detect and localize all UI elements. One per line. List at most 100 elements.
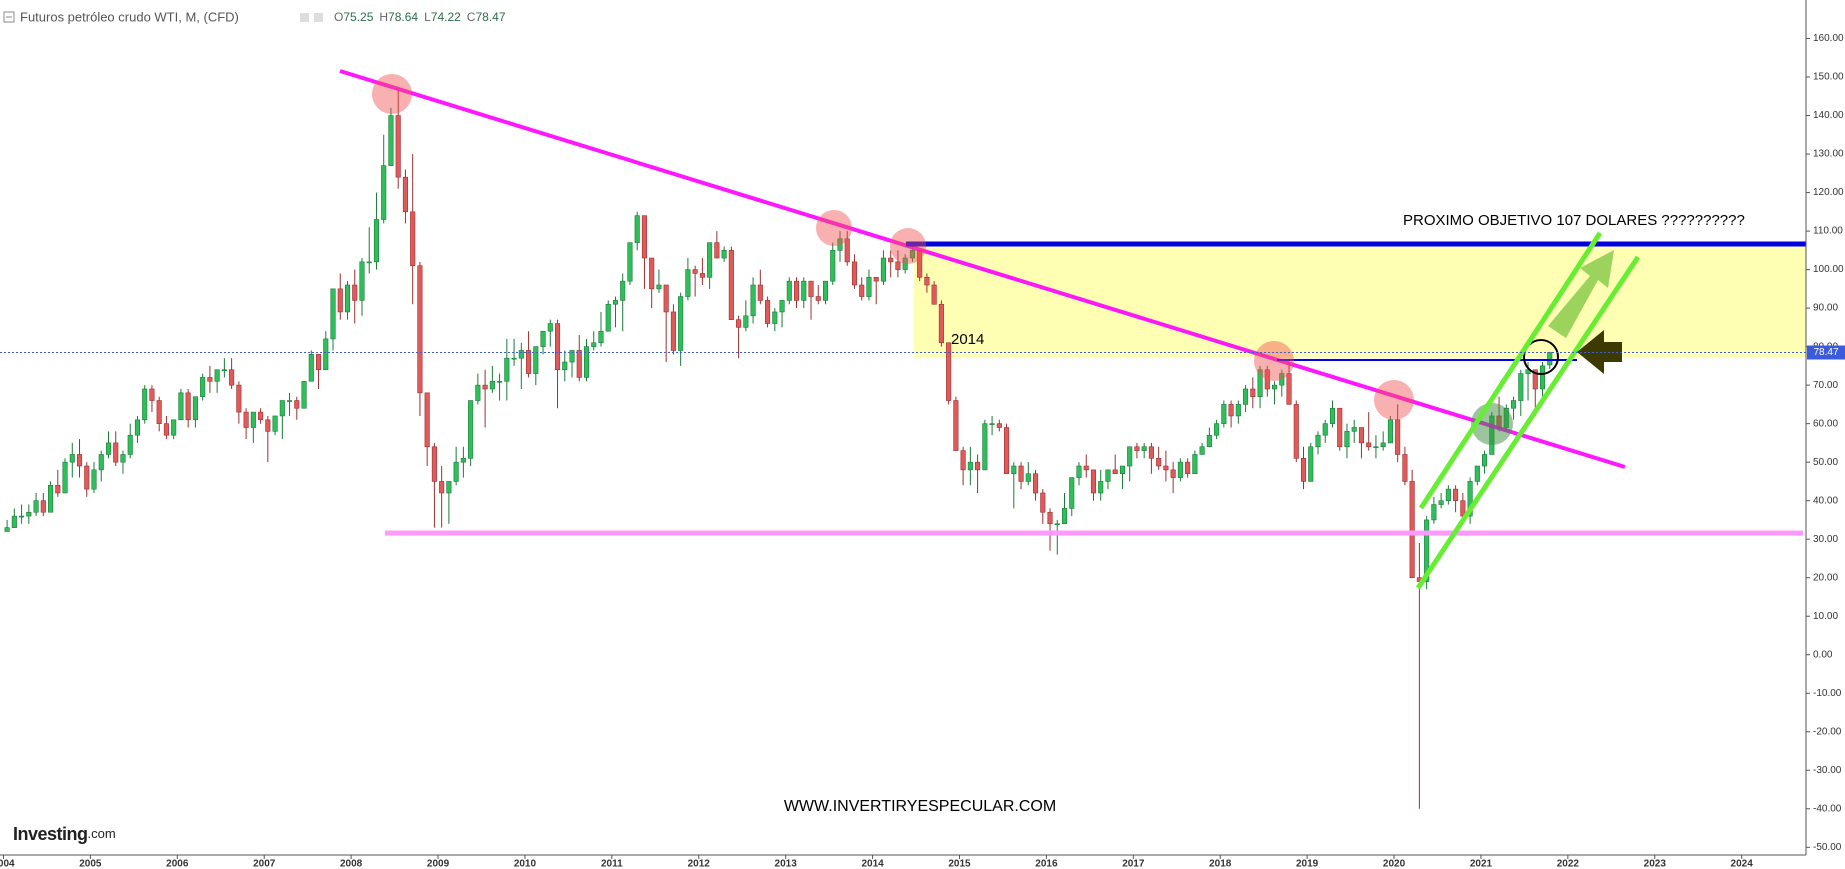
candle-body <box>301 380 307 409</box>
collapse-icon[interactable] <box>3 11 15 23</box>
trend-line <box>339 69 1626 469</box>
candle-body <box>1069 477 1075 509</box>
candle-body <box>1054 523 1060 526</box>
ohlc-value: 74.22 <box>431 10 461 24</box>
candle-body <box>395 115 401 178</box>
candle-body <box>511 357 517 360</box>
candle-body <box>1380 442 1386 448</box>
candle-body <box>439 481 445 494</box>
x-tick-label: 2022 <box>1557 859 1580 869</box>
x-tick-label: 2009 <box>427 859 450 869</box>
icon[interactable] <box>314 13 323 22</box>
candle-body <box>149 388 155 401</box>
candle-body <box>1170 469 1176 478</box>
candle-body <box>569 350 575 363</box>
candle-body <box>634 215 640 243</box>
candle-body <box>468 400 474 459</box>
chart-title: Futuros petróleo crudo WTI, M, (CFD) <box>20 9 239 24</box>
y-tick-label: -10.00 <box>1813 688 1842 699</box>
candle-body <box>866 276 872 297</box>
candle-body <box>779 300 785 313</box>
candle-body <box>598 330 604 344</box>
current-point <box>1523 339 1559 375</box>
candle-body <box>793 280 800 301</box>
y-tick-label: 0.00 <box>1813 649 1833 660</box>
candle-body <box>612 300 619 305</box>
candle-body <box>1090 469 1097 494</box>
candle-body <box>873 276 879 282</box>
candle-body <box>489 380 495 390</box>
candle-body <box>200 377 206 397</box>
candle-body <box>1424 519 1430 582</box>
x-tick-label: 2024 <box>1731 859 1754 869</box>
candle-body <box>1279 373 1285 386</box>
x-tick-label: 2015 <box>948 859 971 869</box>
candle-body <box>120 454 126 463</box>
candle-body <box>1156 458 1162 467</box>
channel-line <box>1418 231 1603 510</box>
x-tick-label: 2006 <box>166 859 189 869</box>
candle-body <box>410 211 416 267</box>
candle-body <box>381 165 387 220</box>
candle-body <box>229 369 235 386</box>
price-tag-label: 78.47 <box>1813 347 1838 358</box>
candle-body <box>902 257 908 270</box>
y-tick-label: -20.00 <box>1813 726 1842 737</box>
candle-body <box>84 465 90 490</box>
candle-body <box>33 500 39 513</box>
x-tick-label: 2018 <box>1209 859 1232 869</box>
y-tick-label: 50.00 <box>1813 457 1838 468</box>
candle-body <box>707 242 713 278</box>
candle-body <box>678 296 684 351</box>
candle-body <box>620 280 626 301</box>
candle-body <box>540 330 546 347</box>
candle-body <box>641 215 647 259</box>
y-tick-label: 120.00 <box>1813 187 1844 198</box>
candle-body <box>1525 369 1531 374</box>
x-tick-label: 2004 <box>0 859 15 869</box>
candle-body <box>1025 473 1031 482</box>
candle-body <box>192 396 198 421</box>
candle-body <box>1402 454 1408 482</box>
candle-body <box>1438 500 1444 505</box>
x-tick-label: 2013 <box>775 859 798 869</box>
candle-body <box>330 288 336 340</box>
candle-body <box>743 315 749 328</box>
candle-body <box>1119 465 1125 475</box>
candle-body <box>822 280 829 301</box>
candle-body <box>518 350 524 359</box>
logo-suffix: .com <box>88 826 116 841</box>
y-tick-label: -50.00 <box>1813 842 1842 853</box>
up-arrow <box>1548 250 1614 338</box>
candle-body <box>497 380 503 383</box>
touch-point <box>890 228 926 264</box>
candle-body <box>982 423 988 471</box>
candle-body <box>924 276 930 286</box>
candle-body <box>178 392 184 421</box>
candle-body <box>1532 369 1538 390</box>
candle-body <box>1221 404 1227 424</box>
candle-body <box>221 369 227 372</box>
candle-body <box>279 400 285 417</box>
candle-body <box>1148 446 1154 459</box>
candle-body <box>127 434 133 455</box>
candle-body <box>243 411 249 428</box>
candle-body <box>69 454 75 463</box>
candle-body <box>460 458 466 463</box>
candle-body <box>62 461 68 494</box>
touch-points <box>372 74 1414 420</box>
candle-body <box>786 280 792 301</box>
target-zone <box>914 244 1806 357</box>
candle-body <box>294 400 300 409</box>
candle-body <box>91 469 97 490</box>
candle-body <box>714 242 720 259</box>
icon[interactable] <box>300 13 309 22</box>
candle-body <box>1431 504 1437 521</box>
logo-name: Investing <box>13 824 88 844</box>
candle-body <box>1228 404 1234 417</box>
candle-body <box>1243 388 1249 405</box>
y-tick-label: 30.00 <box>1813 534 1838 545</box>
candle-body <box>1474 465 1480 482</box>
candle-body <box>1322 423 1328 436</box>
